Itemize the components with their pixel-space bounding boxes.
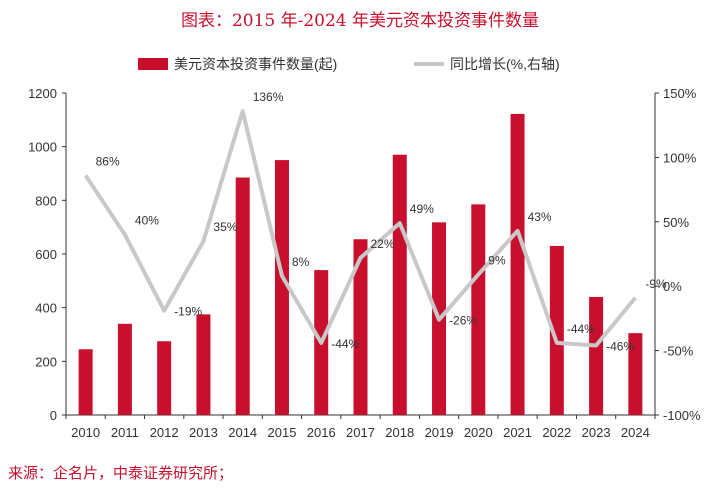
data-label: -44% bbox=[331, 337, 359, 351]
left-tick-label: 800 bbox=[35, 193, 57, 208]
data-label: 43% bbox=[528, 210, 552, 224]
x-tick-label: 2017 bbox=[346, 425, 375, 440]
x-tick-label: 2022 bbox=[542, 425, 571, 440]
bar bbox=[392, 154, 407, 415]
data-label: 8% bbox=[292, 255, 310, 269]
left-tick-label: 400 bbox=[35, 301, 57, 316]
left-tick-label: 0 bbox=[50, 408, 57, 423]
x-tick-label: 2010 bbox=[71, 425, 100, 440]
bar bbox=[471, 204, 486, 415]
bar-series bbox=[78, 113, 643, 416]
x-tick-label: 2023 bbox=[582, 425, 611, 440]
bar bbox=[510, 113, 525, 416]
x-tick-label: 2015 bbox=[268, 425, 297, 440]
x-tick-label: 2012 bbox=[150, 425, 179, 440]
data-label: -26% bbox=[449, 314, 477, 328]
bar bbox=[589, 296, 604, 415]
left-tick-label: 1000 bbox=[28, 140, 57, 155]
chart-title: 图表：2015 年-2024 年美元资本投资事件数量 bbox=[180, 11, 540, 31]
data-label: 49% bbox=[410, 202, 434, 216]
bar bbox=[117, 323, 132, 415]
data-label: -44% bbox=[567, 322, 595, 336]
x-tick-label: 2024 bbox=[621, 425, 650, 440]
data-label: -46% bbox=[606, 339, 634, 353]
bar bbox=[353, 239, 368, 415]
legend-line-label: 同比增长(%,右轴) bbox=[450, 56, 560, 72]
left-tick-label: 1200 bbox=[28, 86, 57, 101]
legend-bar-swatch bbox=[138, 58, 168, 70]
bar bbox=[628, 333, 643, 415]
growth-line bbox=[83, 109, 637, 348]
data-label: 86% bbox=[96, 154, 120, 168]
bar bbox=[235, 177, 250, 415]
data-label: 35% bbox=[213, 220, 237, 234]
data-label: -19% bbox=[174, 305, 202, 319]
x-tick-label: 2018 bbox=[385, 425, 414, 440]
data-label: -9% bbox=[645, 277, 667, 291]
bar bbox=[78, 349, 93, 415]
x-tick-label: 2013 bbox=[189, 425, 218, 440]
legend: 美元资本投资事件数量(起) 同比增长(%,右轴) bbox=[138, 56, 560, 72]
right-tick-label: -100% bbox=[663, 408, 701, 423]
right-tick-label: -50% bbox=[663, 344, 694, 359]
data-label: 9% bbox=[488, 254, 506, 268]
bar bbox=[549, 245, 564, 415]
right-tick-label: 50% bbox=[663, 215, 689, 230]
left-tick-label: 200 bbox=[35, 354, 57, 369]
data-label: 40% bbox=[135, 214, 159, 228]
source-note: 来源：企名片，中泰证券研究所； bbox=[8, 464, 234, 482]
line-series bbox=[83, 109, 637, 348]
legend-bar-label: 美元资本投资事件数量(起) bbox=[174, 56, 337, 72]
x-tick-label: 2019 bbox=[425, 425, 454, 440]
x-tick-label: 2016 bbox=[307, 425, 336, 440]
right-tick-label: 0% bbox=[663, 279, 682, 294]
x-tick-label: 2014 bbox=[228, 425, 257, 440]
x-tick-label: 2011 bbox=[111, 425, 139, 440]
data-labels: 86% 40% -19% 35% 136% 8% -44% 22% 49% -26% 9% 43% -4… bbox=[96, 90, 667, 353]
chart-svg: 美元资本投资事件数量(起) 同比增长(%,右轴) 0 200 400 600 800 100… bbox=[28, 56, 701, 440]
bar bbox=[196, 314, 211, 415]
x-tick-label: 2020 bbox=[464, 425, 493, 440]
left-tick-label: 600 bbox=[35, 247, 57, 262]
data-label: 22% bbox=[371, 237, 395, 251]
bar bbox=[157, 341, 172, 415]
bar bbox=[274, 160, 289, 415]
data-label: 136% bbox=[253, 90, 284, 104]
x-tick-label: 2021 bbox=[503, 425, 532, 440]
right-tick-label: 150% bbox=[663, 86, 697, 101]
right-tick-label: 100% bbox=[663, 150, 697, 165]
